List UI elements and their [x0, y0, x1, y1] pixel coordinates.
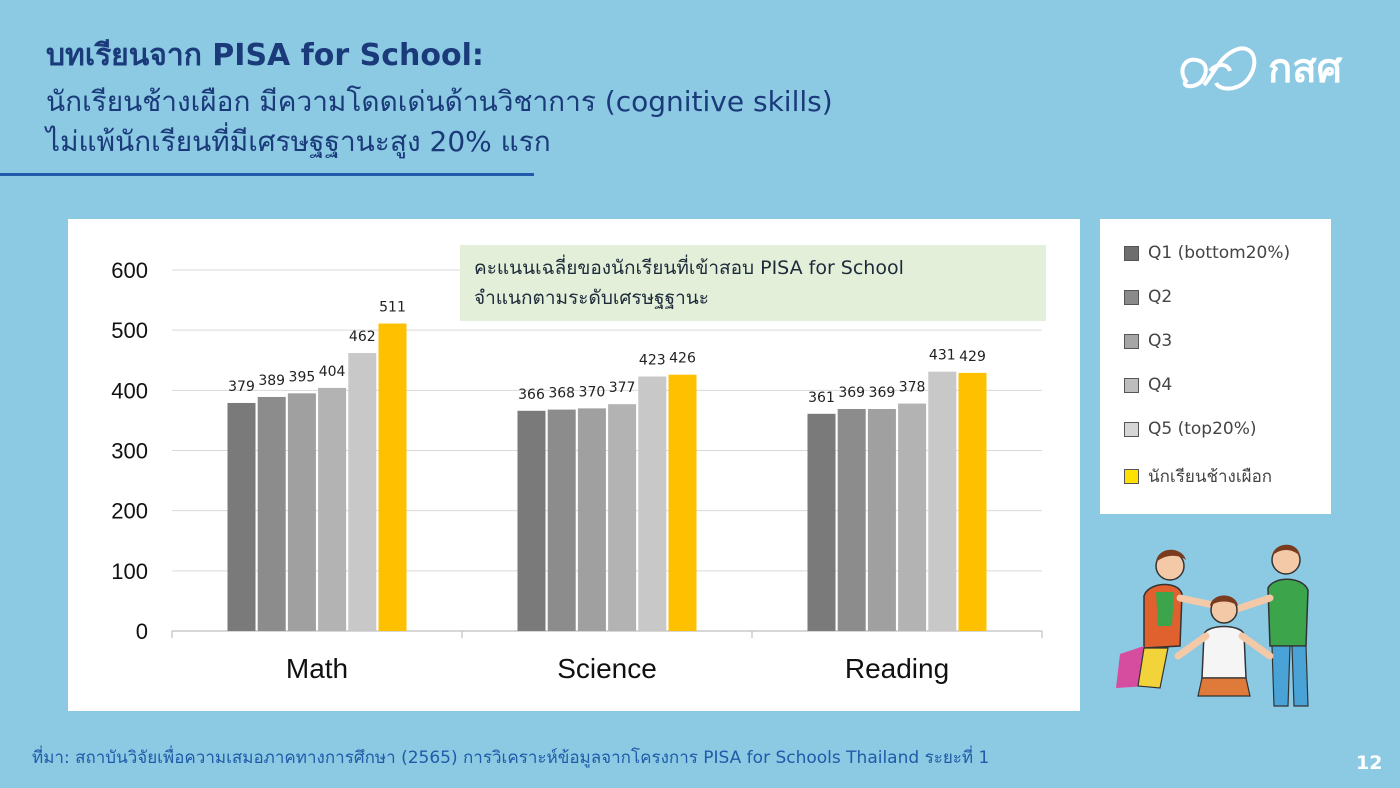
legend-item: นักเรียนช้างเผือก [1124, 463, 1272, 490]
y-tick-label: 100 [111, 559, 148, 584]
data-label: 423 [639, 352, 666, 368]
legend-swatch [1124, 421, 1139, 437]
bar [898, 403, 927, 631]
x-category-label: Reading [845, 653, 949, 684]
data-label: 377 [609, 380, 636, 396]
y-tick-label: 300 [111, 439, 148, 464]
y-tick-label: 600 [111, 258, 148, 283]
data-label: 368 [548, 386, 575, 402]
data-label: 395 [289, 369, 316, 385]
bar [318, 387, 347, 631]
legend-swatch [1124, 377, 1139, 393]
legend-item: Q1 (bottom20%) [1124, 243, 1290, 263]
children-playing-illustration [1116, 544, 1309, 707]
bar [638, 376, 667, 631]
page-number: 12 [1356, 752, 1383, 774]
data-label: 369 [869, 385, 896, 401]
legend-label: Q5 (top20%) [1148, 419, 1257, 439]
chart-legend: Q1 (bottom20%) Q2 Q3 Q4 Q5 (top20%) นักเรียนช… [1100, 219, 1331, 514]
data-label: 366 [518, 387, 545, 403]
bar [867, 408, 896, 631]
data-label: 426 [669, 351, 696, 367]
chart-card: 0 100 200 300 400 500 600 379 389 395 404 462 511 Mat… [68, 219, 1080, 711]
data-label: 429 [959, 349, 986, 365]
legend-item: Q3 [1124, 331, 1172, 351]
legend-swatch [1124, 289, 1139, 305]
bar [928, 371, 957, 631]
data-label: 361 [808, 390, 835, 406]
slide-subtitle-line2: ไม่แพ้นักเรียนที่มีเศรษฐฐานะสูง 20% แรก [46, 125, 551, 158]
legend-label: Q3 [1148, 331, 1173, 351]
legend-swatch [1124, 469, 1139, 484]
data-label: 404 [319, 364, 346, 380]
bar [837, 408, 866, 631]
logo-text: กสศ [1268, 46, 1343, 92]
legend-swatch [1124, 245, 1139, 261]
y-tick-label: 0 [136, 619, 148, 644]
bar [958, 372, 987, 631]
data-label: 462 [349, 329, 376, 345]
y-tick-label: 400 [111, 378, 148, 403]
slide-subtitle-line1: นักเรียนช้างเผือก มีความโดดเด่นด้านวิชาก… [46, 85, 833, 118]
slide-title: บทเรียนจาก PISA for School: [46, 38, 484, 73]
legend-label: นักเรียนช้างเผือก [1148, 467, 1273, 487]
chart-annotation: คะแนนเฉลี่ยของนักเรียนที่เข้าสอบ PISA fo… [460, 245, 1046, 321]
chart-annotation-line2: จำแนกตามระดับเศรษฐฐานะ [474, 287, 709, 309]
bar [257, 396, 286, 631]
data-label: 511 [379, 300, 406, 316]
bar [668, 374, 697, 631]
source-citation: ที่มา: สถาบันวิจัยเพื่อความเสมอภาคทางการ… [32, 748, 990, 768]
chart-annotation-line1: คะแนนเฉลี่ยของนักเรียนที่เข้าสอบ PISA fo… [474, 257, 904, 279]
bar [378, 323, 407, 631]
bar [517, 410, 546, 631]
legend-item: Q4 [1124, 375, 1172, 395]
legend-label: Q1 (bottom20%) [1148, 243, 1291, 263]
legend-label: Q2 [1148, 287, 1173, 307]
title-underline [0, 173, 534, 176]
bar [807, 413, 836, 631]
bar [608, 404, 637, 631]
data-label: 369 [838, 385, 865, 401]
y-tick-label: 200 [111, 499, 148, 524]
data-label: 379 [228, 379, 255, 395]
legend-label: Q4 [1148, 375, 1173, 395]
legend-item: Q2 [1124, 287, 1172, 307]
data-label: 378 [899, 380, 926, 396]
data-label: 431 [929, 348, 956, 364]
bar [577, 408, 606, 631]
logo: กสศ [1176, 36, 1342, 100]
logo-icon [1180, 46, 1257, 91]
data-label: 389 [258, 373, 285, 389]
bar [227, 402, 256, 631]
x-category-label: Math [286, 653, 348, 684]
x-category-label: Science [557, 653, 657, 684]
bar [547, 409, 576, 631]
bar [287, 393, 316, 631]
bar [348, 353, 377, 631]
y-tick-label: 500 [111, 318, 148, 343]
legend-item: Q5 (top20%) [1124, 419, 1257, 439]
legend-swatch [1124, 333, 1139, 349]
data-label: 370 [579, 384, 606, 400]
